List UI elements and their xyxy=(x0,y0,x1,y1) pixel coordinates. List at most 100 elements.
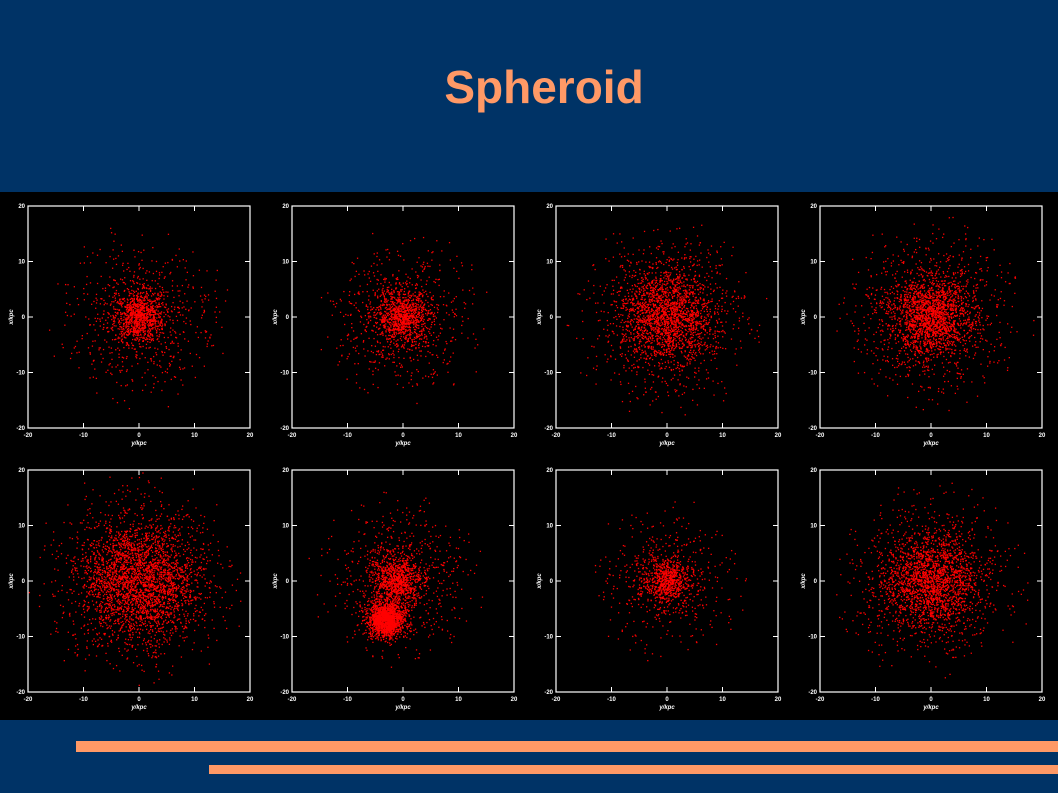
data-point xyxy=(448,292,450,294)
data-point xyxy=(681,307,683,310)
data-point xyxy=(667,336,670,339)
data-point xyxy=(335,302,338,305)
data-point xyxy=(135,303,138,306)
data-point xyxy=(646,323,649,326)
data-point xyxy=(682,298,684,301)
data-point xyxy=(150,338,152,340)
data-point xyxy=(354,347,357,349)
data-point xyxy=(706,279,708,282)
data-point xyxy=(152,316,155,318)
data-point xyxy=(656,284,658,287)
data-point xyxy=(139,357,141,360)
data-point xyxy=(583,289,585,291)
data-point xyxy=(683,355,685,357)
data-point xyxy=(133,326,136,328)
data-point xyxy=(723,241,725,244)
data-point xyxy=(625,340,627,342)
data-point xyxy=(375,353,378,356)
data-point xyxy=(413,302,415,304)
data-point xyxy=(102,328,104,330)
data-point xyxy=(148,332,150,334)
data-point xyxy=(147,299,149,301)
data-point xyxy=(399,298,401,301)
data-point xyxy=(394,313,397,315)
data-point xyxy=(148,335,150,338)
data-point xyxy=(140,307,142,309)
data-point xyxy=(655,350,658,353)
data-point xyxy=(198,356,201,359)
data-point xyxy=(164,381,166,383)
data-point xyxy=(121,302,123,304)
data-point xyxy=(657,248,659,250)
data-point xyxy=(395,315,398,317)
data-point xyxy=(131,313,133,315)
data-point xyxy=(407,323,409,325)
data-point xyxy=(644,320,646,322)
data-point xyxy=(390,326,392,328)
data-point xyxy=(625,274,627,276)
slide-title: Spheroid xyxy=(444,61,644,113)
data-point xyxy=(152,375,154,377)
data-point xyxy=(698,351,701,353)
data-point xyxy=(209,337,211,339)
data-point xyxy=(686,295,689,298)
data-point xyxy=(135,354,137,356)
data-point xyxy=(114,338,116,341)
data-point xyxy=(429,352,431,354)
data-point xyxy=(391,313,393,315)
data-point xyxy=(670,368,672,371)
data-point xyxy=(642,306,644,309)
data-point xyxy=(127,310,129,313)
data-point xyxy=(644,289,646,291)
data-point xyxy=(133,312,135,314)
data-point xyxy=(423,267,426,269)
data-point xyxy=(621,287,623,289)
data-point xyxy=(365,326,367,328)
data-point xyxy=(393,329,395,332)
data-point xyxy=(678,322,680,324)
data-point xyxy=(402,322,405,324)
data-point xyxy=(706,294,708,296)
data-point xyxy=(141,320,144,322)
data-point xyxy=(384,326,386,329)
data-point xyxy=(145,296,147,298)
data-point xyxy=(138,311,141,314)
data-point xyxy=(656,267,658,270)
data-point xyxy=(714,307,717,310)
data-point xyxy=(178,307,180,310)
data-point xyxy=(139,278,141,280)
data-point xyxy=(399,301,401,303)
data-point xyxy=(690,315,692,318)
data-point xyxy=(403,344,406,346)
data-point xyxy=(408,322,411,324)
data-point xyxy=(422,306,424,308)
data-point xyxy=(714,330,716,332)
data-point xyxy=(448,314,450,316)
data-point xyxy=(688,274,690,276)
data-point xyxy=(123,329,125,331)
data-point xyxy=(672,302,674,305)
data-point xyxy=(693,258,695,260)
data-point xyxy=(416,369,418,371)
data-point xyxy=(195,331,197,334)
data-point xyxy=(710,344,712,346)
data-point xyxy=(672,296,674,298)
data-point xyxy=(215,306,218,308)
data-point xyxy=(695,307,698,310)
data-point xyxy=(165,347,168,349)
data-point xyxy=(709,333,711,335)
data-point xyxy=(656,300,658,302)
data-point xyxy=(661,285,663,287)
data-point xyxy=(396,299,398,301)
data-point xyxy=(685,295,688,297)
data-point xyxy=(127,288,130,291)
data-point xyxy=(382,354,384,357)
data-point xyxy=(397,319,400,322)
data-point xyxy=(413,316,415,318)
data-point xyxy=(206,343,209,345)
data-point xyxy=(177,306,180,308)
data-point xyxy=(120,313,123,315)
data-point xyxy=(737,295,739,298)
data-point xyxy=(135,334,137,336)
data-point xyxy=(137,303,139,305)
